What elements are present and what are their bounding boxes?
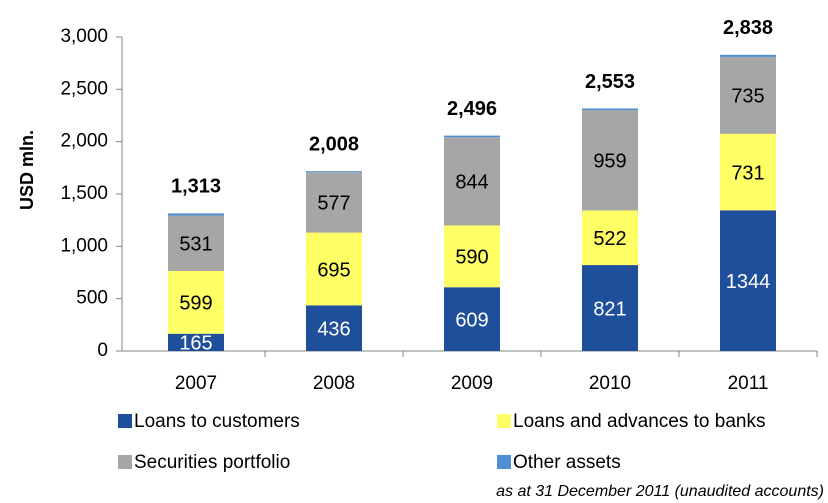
y-tick-label: 2,500 — [60, 78, 108, 99]
value-label: 821 — [593, 298, 626, 320]
bar-segment — [306, 171, 362, 173]
x-tick-label: 2011 — [728, 373, 769, 394]
value-label: 731 — [731, 162, 764, 184]
legend-label: Loans to customers — [134, 411, 300, 432]
bar-segment — [720, 210, 776, 351]
value-label: 531 — [179, 234, 212, 256]
value-label: 522 — [593, 228, 626, 250]
legend-label: Securities portfolio — [134, 452, 290, 473]
total-label: 2,008 — [309, 133, 359, 155]
x-tick-label: 2007 — [175, 373, 217, 394]
value-label: 577 — [317, 193, 350, 215]
bar-segment — [720, 133, 776, 211]
y-tick-label: 3,000 — [60, 26, 108, 47]
footnote: as at 31 December 2011 (unaudited accoun… — [496, 483, 824, 500]
y-tick-label: 2,000 — [60, 131, 108, 152]
legend-label: Other assets — [513, 452, 621, 473]
total-label: 2,838 — [723, 17, 773, 39]
y-tick-label: 1,500 — [60, 183, 108, 204]
value-label: 590 — [455, 247, 488, 269]
y-tick-label: 500 — [76, 288, 108, 309]
bar-segment — [168, 271, 224, 334]
x-tick-label: 2008 — [313, 373, 355, 394]
total-label: 2,553 — [585, 71, 635, 93]
value-label: 609 — [455, 309, 488, 331]
value-label: 959 — [593, 151, 626, 173]
bar-segment — [444, 135, 500, 138]
bar-segment — [582, 108, 638, 111]
total-label: 2,496 — [447, 98, 497, 120]
value-label: 165 — [179, 333, 212, 355]
bar-segment — [582, 265, 638, 351]
value-label: 436 — [317, 318, 350, 340]
bar-segment — [306, 172, 362, 233]
value-label: 599 — [179, 293, 212, 315]
bar-segment — [306, 232, 362, 306]
bar-segment — [168, 215, 224, 272]
x-tick-label: 2009 — [451, 373, 493, 394]
value-label: 1344 — [726, 271, 771, 293]
y-tick-label: 0 — [97, 340, 108, 361]
bar-segment — [582, 110, 638, 211]
value-label: 844 — [455, 172, 488, 194]
y-axis-label: USD mln. — [17, 130, 37, 210]
legend-swatch — [497, 455, 511, 469]
bar-segment — [444, 137, 500, 226]
bar-segment — [582, 210, 638, 266]
x-tick-label: 2010 — [589, 373, 631, 394]
total-label: 1,313 — [171, 176, 221, 198]
legend-swatch — [118, 414, 132, 428]
bar-segment — [168, 213, 224, 216]
bar-segment — [720, 54, 776, 57]
legend-swatch — [497, 414, 511, 428]
bar-segment — [306, 305, 362, 351]
bar-segment — [444, 287, 500, 351]
value-label: 695 — [317, 259, 350, 281]
bar-segment — [444, 225, 500, 288]
legend-swatch — [118, 455, 132, 469]
bar-segment — [720, 56, 776, 134]
value-label: 735 — [731, 86, 764, 108]
legend-label: Loans and advances to banks — [513, 411, 765, 432]
bar-segment — [168, 333, 224, 351]
y-tick-label: 1,000 — [60, 235, 108, 256]
